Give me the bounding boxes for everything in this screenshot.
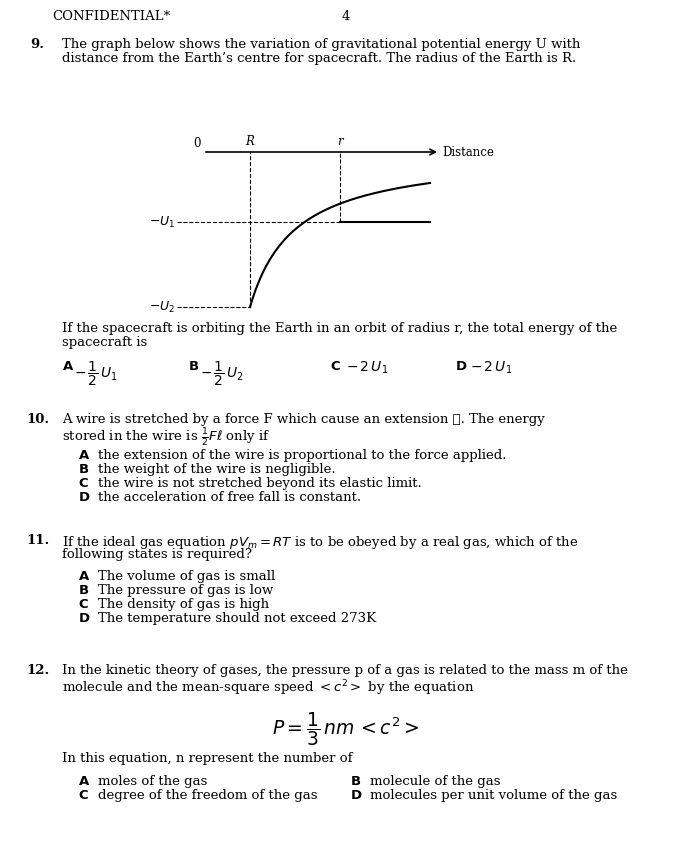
Text: The volume of gas is small: The volume of gas is small: [98, 570, 275, 583]
Text: spacecraft is: spacecraft is: [62, 336, 147, 349]
Text: distance from the Earth’s centre for spacecraft. The radius of the Earth is R.: distance from the Earth’s centre for spa…: [62, 52, 576, 65]
Text: $\mathbf{A}$: $\mathbf{A}$: [62, 360, 74, 373]
Text: molecule and the mean-square speed $<c^2>$ by the equation: molecule and the mean-square speed $<c^2…: [62, 678, 475, 698]
Text: stored in the wire is $\frac{1}{2}F\ell$ only if: stored in the wire is $\frac{1}{2}F\ell$…: [62, 427, 271, 449]
Text: The temperature should not exceed 273K: The temperature should not exceed 273K: [98, 612, 376, 625]
Text: $-\,2\,U_1$: $-\,2\,U_1$: [346, 360, 388, 377]
Text: the wire is not stretched beyond its elastic limit.: the wire is not stretched beyond its ela…: [98, 477, 421, 490]
Text: The graph below shows the variation of gravitational potential energy U with: The graph below shows the variation of g…: [62, 38, 581, 51]
Text: The pressure of gas is low: The pressure of gas is low: [98, 584, 273, 597]
Text: $-U_1$: $-U_1$: [149, 214, 175, 229]
Text: $\mathbf{D}$: $\mathbf{D}$: [455, 360, 467, 373]
Text: degree of the freedom of the gas: degree of the freedom of the gas: [98, 789, 318, 802]
Text: $\mathbf{C}$: $\mathbf{C}$: [78, 789, 89, 802]
Text: $\mathbf{D}$: $\mathbf{D}$: [78, 491, 91, 504]
Text: moles of the gas: moles of the gas: [98, 775, 208, 788]
Text: If the ideal gas equation $pV_m = RT$ is to be obeyed by a real gas, which of th: If the ideal gas equation $pV_m = RT$ is…: [62, 534, 579, 551]
Text: 0: 0: [194, 137, 201, 150]
Text: $\mathbf{D}$: $\mathbf{D}$: [350, 789, 363, 802]
Text: following states is required?: following states is required?: [62, 548, 252, 561]
Text: 11.: 11.: [26, 534, 49, 547]
Text: If the spacecraft is orbiting the Earth in an orbit of radius r, the total energ: If the spacecraft is orbiting the Earth …: [62, 322, 617, 335]
Text: 4: 4: [342, 10, 350, 23]
Text: $-U_2$: $-U_2$: [149, 299, 175, 314]
Text: the extension of the wire is proportional to the force applied.: the extension of the wire is proportiona…: [98, 449, 507, 462]
Text: $\mathbf{B}$: $\mathbf{B}$: [188, 360, 199, 373]
Text: $-\,\dfrac{1}{2}\,U_1$: $-\,\dfrac{1}{2}\,U_1$: [74, 360, 118, 388]
Text: The density of gas is high: The density of gas is high: [98, 598, 269, 611]
Text: 10.: 10.: [26, 413, 49, 426]
Text: CONFIDENTIAL*: CONFIDENTIAL*: [52, 10, 170, 23]
Text: molecules per unit volume of the gas: molecules per unit volume of the gas: [370, 789, 617, 802]
Text: 9.: 9.: [30, 38, 44, 51]
Text: $\mathbf{D}$: $\mathbf{D}$: [78, 612, 91, 625]
Text: In the kinetic theory of gases, the pressure p of a gas is related to the mass m: In the kinetic theory of gases, the pres…: [62, 664, 628, 677]
Text: In this equation, n represent the number of: In this equation, n represent the number…: [62, 752, 352, 765]
Text: R: R: [246, 135, 255, 148]
Text: A wire is stretched by a force F which cause an extension ℓ. The energy: A wire is stretched by a force F which c…: [62, 413, 545, 426]
Text: molecule of the gas: molecule of the gas: [370, 775, 500, 788]
Text: the acceleration of free fall is constant.: the acceleration of free fall is constan…: [98, 491, 361, 504]
Text: $\mathbf{B}$: $\mathbf{B}$: [350, 775, 361, 788]
Text: $\mathbf{B}$: $\mathbf{B}$: [78, 463, 89, 476]
Text: $\mathbf{C}$: $\mathbf{C}$: [78, 598, 89, 611]
Text: $\mathbf{A}$: $\mathbf{A}$: [78, 775, 90, 788]
Text: r: r: [337, 135, 343, 148]
Text: $\mathbf{B}$: $\mathbf{B}$: [78, 584, 89, 597]
Text: $\mathbf{A}$: $\mathbf{A}$: [78, 449, 90, 462]
Text: Distance: Distance: [442, 146, 494, 159]
Text: $\mathbf{A}$: $\mathbf{A}$: [78, 570, 90, 583]
Text: 12.: 12.: [26, 664, 49, 677]
Text: $\mathbf{C}$: $\mathbf{C}$: [78, 477, 89, 490]
Text: the weight of the wire is negligible.: the weight of the wire is negligible.: [98, 463, 336, 476]
Text: $-\,2\,U_1$: $-\,2\,U_1$: [470, 360, 512, 377]
Text: $-\,\dfrac{1}{2}\,U_2$: $-\,\dfrac{1}{2}\,U_2$: [200, 360, 244, 388]
Text: $P = \dfrac{1}{3}\,nm\,<c^2>$: $P = \dfrac{1}{3}\,nm\,<c^2>$: [273, 710, 419, 748]
Text: $\mathbf{C}$: $\mathbf{C}$: [330, 360, 341, 373]
